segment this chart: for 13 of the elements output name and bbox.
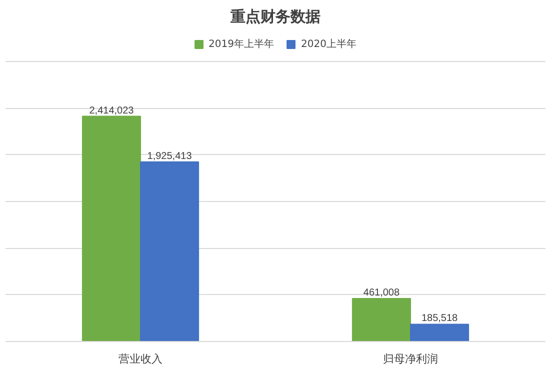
data-label: 461,008: [363, 287, 400, 298]
chart-title: 重点财务数据: [230, 8, 320, 26]
legend-label: 2019年上半年: [208, 38, 274, 51]
data-label: 1,925,413: [147, 150, 192, 162]
bar: [140, 161, 200, 342]
bar: [82, 116, 141, 342]
x-tick-label: 营业收入: [118, 352, 162, 366]
legend-label: 2020上半年: [301, 38, 356, 51]
x-tick-label: 归母净利润: [383, 352, 438, 366]
data-label: 185,518: [421, 313, 458, 324]
data-label: 2,414,023: [89, 105, 134, 116]
bar: [352, 298, 411, 342]
bar: [410, 324, 470, 342]
